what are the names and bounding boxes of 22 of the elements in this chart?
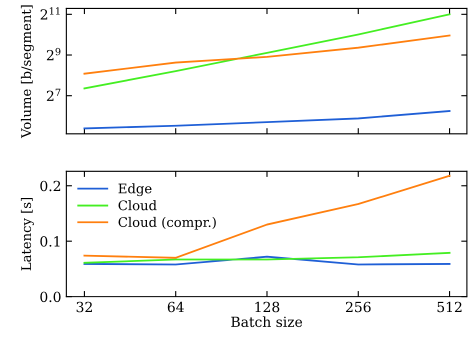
line-series	[84, 174, 450, 259]
x-tick-label: 32	[76, 302, 92, 312]
legend-label: Cloud (compr.)	[118, 216, 216, 230]
y-axis-title: Latency [s]	[20, 198, 34, 270]
line-series	[84, 13, 450, 90]
line-series	[84, 252, 450, 264]
y-tick-label: 0.2	[40, 180, 60, 192]
y-tick-label: 2$^{9}$	[46, 48, 60, 60]
y-tick-label: 0.1	[40, 236, 60, 247]
line-series	[84, 34, 450, 75]
y-tick-label: 2$^{7}$	[46, 88, 60, 101]
legend-label: Edge	[118, 183, 152, 196]
x-axis-title: Batch size	[231, 316, 302, 328]
line-series	[84, 110, 450, 130]
x-tick-label: 256	[346, 302, 371, 312]
y-tick-label: 0.0	[40, 292, 61, 302]
x-tick-label: 512	[437, 302, 462, 312]
y-tick-label: 2$^{11}$	[40, 7, 60, 20]
x-tick-label: 128	[255, 302, 280, 312]
y-axis-title: Volume [b/segment]	[20, 5, 34, 138]
legend-label: Cloud	[118, 200, 157, 210]
x-tick-label: 64	[168, 302, 184, 312]
